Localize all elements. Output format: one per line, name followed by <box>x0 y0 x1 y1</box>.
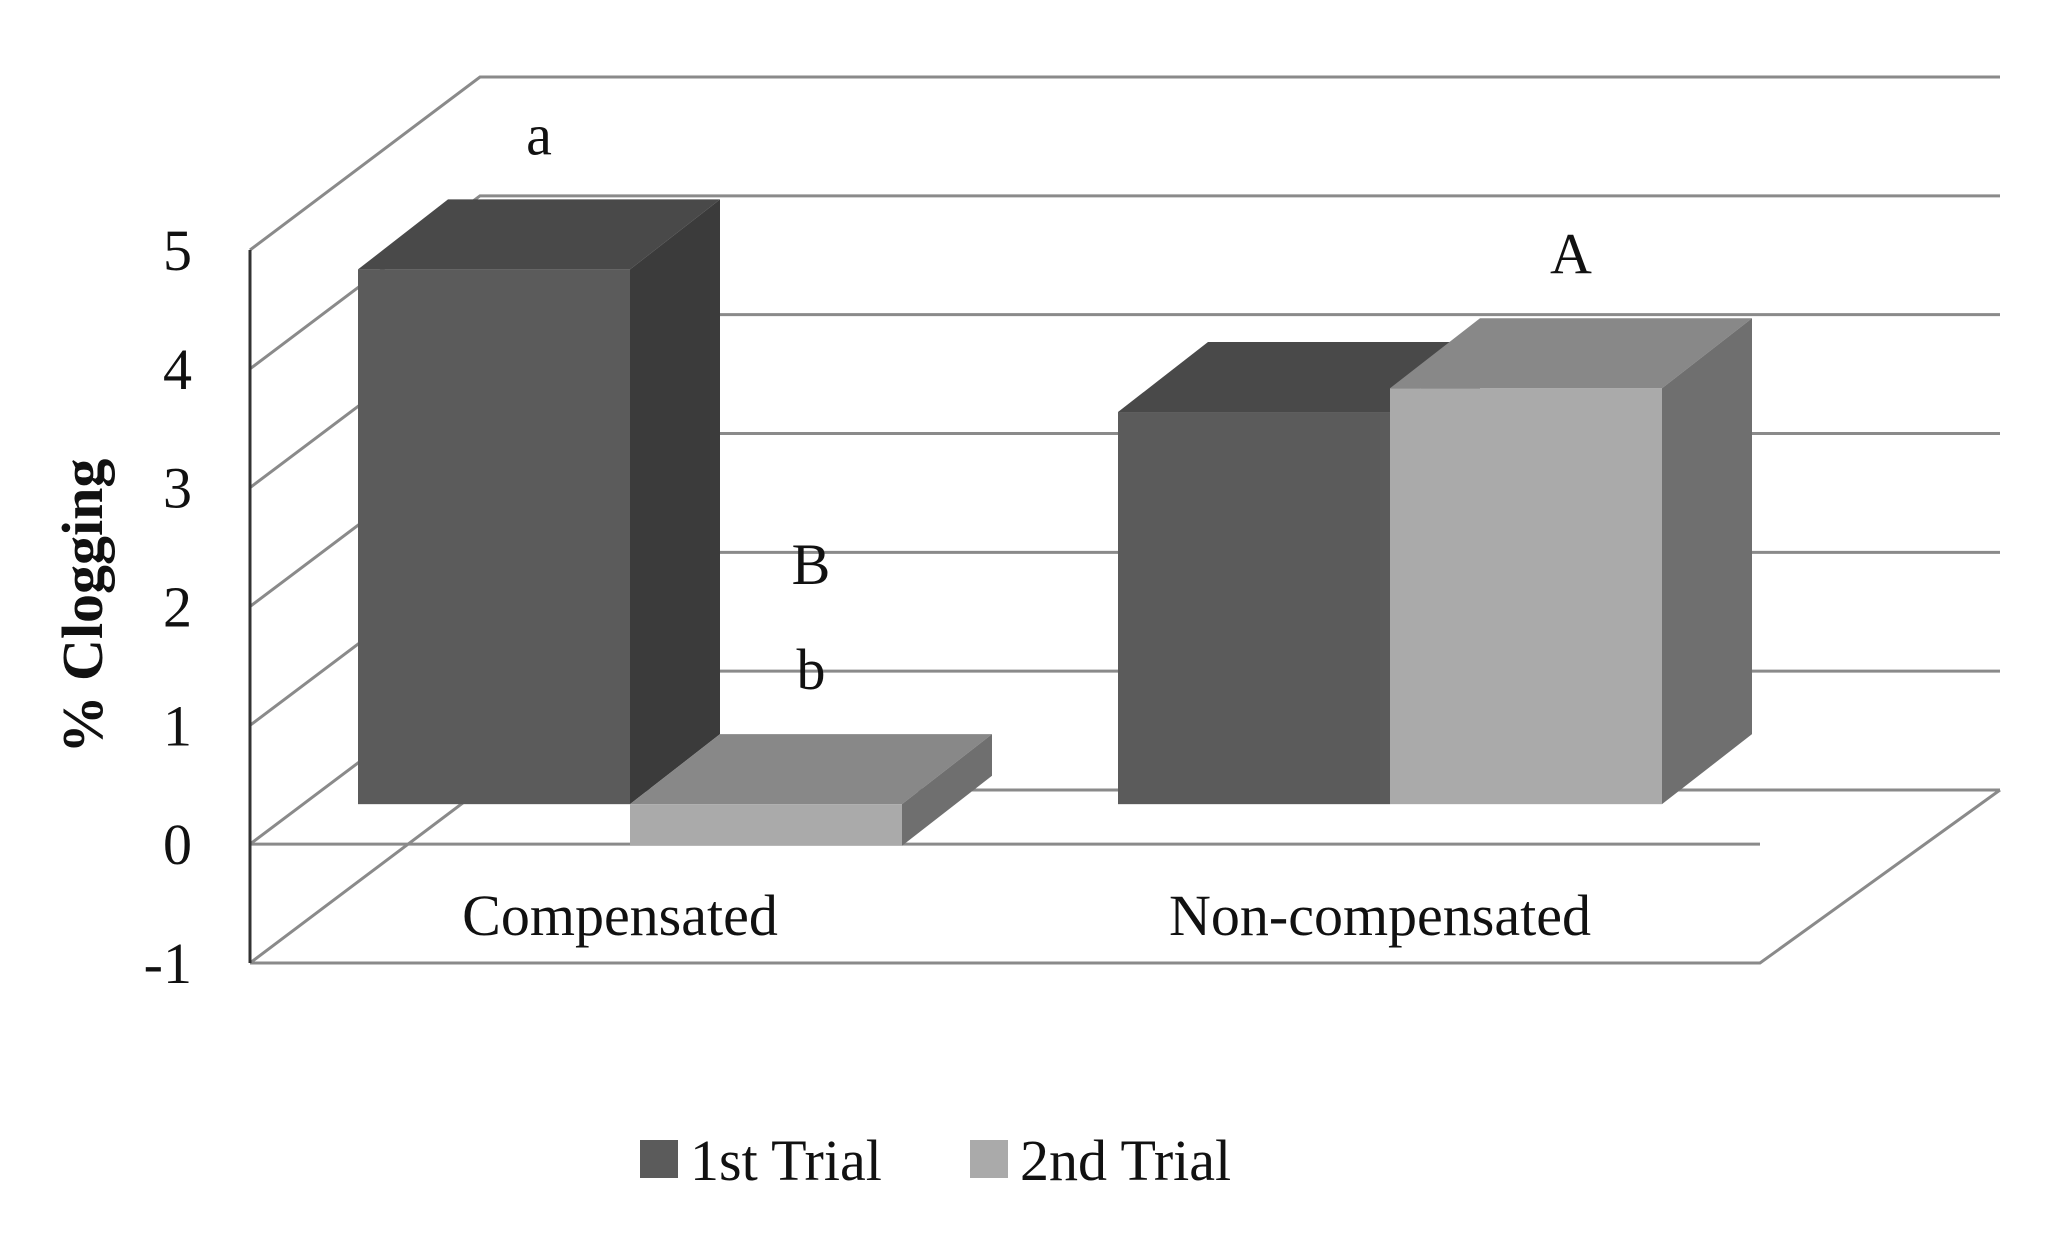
legend-swatch <box>640 1140 678 1178</box>
bar-top <box>1118 342 1480 413</box>
y-tick-label: 1 <box>163 693 192 758</box>
bar-side <box>902 734 992 846</box>
gridline <box>249 75 2000 252</box>
legend-item: 2nd Trial <box>970 1128 1231 1193</box>
legend-label: 2nd Trial <box>1020 1128 1231 1193</box>
bar-0-1 <box>630 734 992 846</box>
y-tick-label: 5 <box>163 218 192 283</box>
y-tick-labels: 5 4 3 2 1 0 -1 <box>144 218 192 996</box>
bar-annotation: b <box>797 637 826 702</box>
x-category-label: Compensated <box>462 883 778 948</box>
x-category-labels: Compensated Non-compensated <box>462 883 1591 948</box>
y-tick-label: 0 <box>163 812 192 877</box>
floor-edge <box>250 788 2001 965</box>
chart-bars <box>358 199 1752 846</box>
gridline <box>249 194 2000 371</box>
bar-annotations: a b A B <box>526 102 1592 702</box>
bar-top <box>1390 318 1752 389</box>
legend: 1st Trial 2nd Trial <box>640 1128 1231 1193</box>
legend-label: 1st Trial <box>690 1128 882 1193</box>
legend-item: 1st Trial <box>640 1128 882 1193</box>
y-tick-label: 3 <box>163 456 192 521</box>
legend-swatch <box>970 1140 1008 1178</box>
bar-front <box>630 804 902 846</box>
bar-side <box>1662 318 1752 805</box>
bar-annotation: A <box>1550 221 1592 286</box>
bar-1-1 <box>1390 318 1752 805</box>
bar-annotation: a <box>526 102 552 167</box>
x-category-label: Non-compensated <box>1169 883 1591 948</box>
y-tick-label: 4 <box>163 337 192 402</box>
bar-top <box>630 734 992 805</box>
y-tick-label: -1 <box>144 931 192 996</box>
bar-front <box>358 269 630 805</box>
y-tick-label: 2 <box>163 575 192 640</box>
bar-front <box>1118 412 1390 805</box>
bar-top <box>358 199 720 270</box>
bar-front <box>1390 388 1662 805</box>
bar-annotation: B <box>792 532 831 597</box>
bar-side <box>630 199 720 805</box>
bar-0-0 <box>358 199 720 805</box>
y-axis-label: % Clogging <box>50 459 115 754</box>
